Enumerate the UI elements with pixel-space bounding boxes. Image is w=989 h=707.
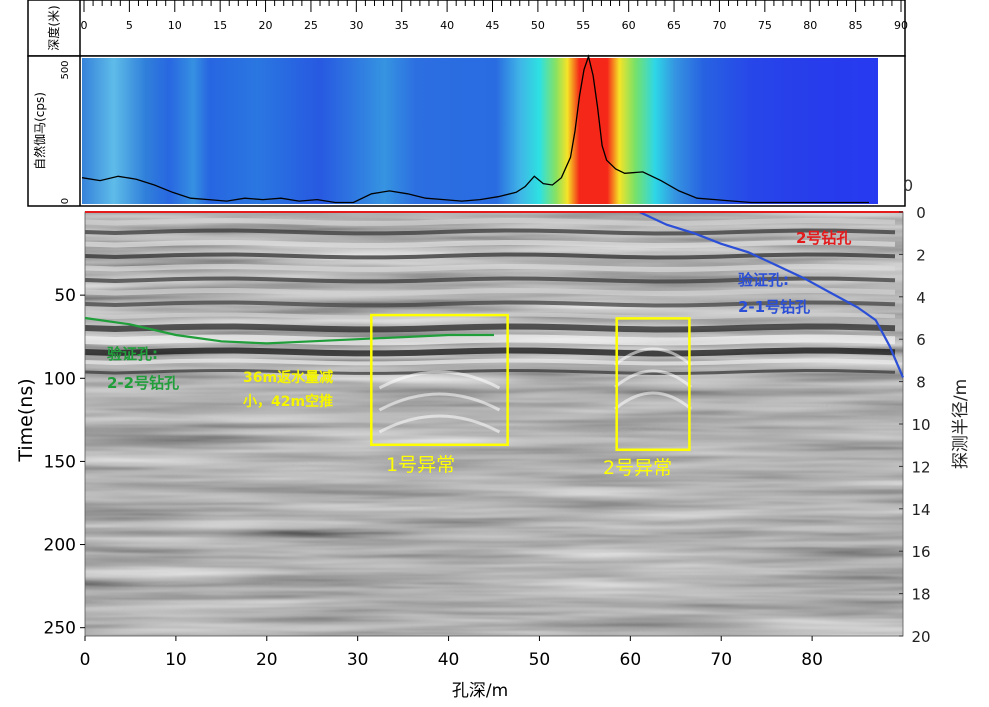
- reflection-band: [84, 323, 896, 333]
- anomaly-box-2: [615, 317, 691, 452]
- y2-axis-label: 探测半径/m: [951, 379, 971, 469]
- depth-tick-label: 55: [576, 19, 590, 32]
- y2-tick-label: 14: [911, 501, 930, 519]
- y2-tick-label: 0: [916, 204, 926, 222]
- x-tick-label: 50: [529, 650, 551, 670]
- y2-tick-label: 16: [911, 543, 930, 561]
- reflection-band: [84, 240, 896, 248]
- gamma-panel: 自然伽马(cps) 500 0 0: [27, 54, 913, 207]
- x-tick-label: 0: [80, 650, 91, 670]
- gamma-ymax-label: 500: [60, 60, 71, 79]
- reflection-band: [84, 276, 896, 284]
- reflection-band: [84, 358, 896, 366]
- y2-tick-label: 12: [911, 458, 930, 476]
- depth-tick-label: 75: [758, 19, 772, 32]
- depth-tick-label: 10: [168, 19, 182, 32]
- depth-tick-label: 40: [440, 19, 454, 32]
- y2-tick-label: 8: [916, 374, 926, 392]
- y2-tick-label: 20: [911, 628, 930, 646]
- reflection-band: [84, 288, 896, 296]
- depth-header-frame: [27, 0, 906, 57]
- reflection-band: [84, 300, 896, 308]
- series-line-0: [84, 316, 494, 345]
- anomaly-2-label: 2号异常: [603, 457, 672, 479]
- reflection-band: [84, 369, 896, 375]
- depth-tick-label: 70: [712, 19, 726, 32]
- anomaly-2-hyperbola: [614, 347, 693, 411]
- depth-tick-label: 45: [486, 19, 500, 32]
- depth-header: 深度(米) 0 5 10 15 20 25 30 35 40 45 50 55 60 65 70 75 80 85…: [27, 0, 908, 57]
- hole-21-label-line1: 验证孔:: [738, 271, 789, 289]
- radar-reflection-bands: [84, 218, 896, 375]
- depth-tick-label: 5: [126, 19, 133, 32]
- depth-tick-label: 30: [349, 19, 363, 32]
- series-line-1: [638, 211, 905, 378]
- anomaly-boxes: [370, 313, 691, 452]
- depth-tick-label: 15: [213, 19, 227, 32]
- depth-tick-label: 80: [803, 19, 817, 32]
- reflection-band: [84, 334, 896, 346]
- hole-22-label-line2: 2-2号钻孔: [107, 374, 179, 392]
- radar-texture: [85, 212, 903, 636]
- y2-tick-label: 10: [911, 416, 930, 434]
- x-tick-label: 40: [438, 650, 460, 670]
- x-tick-label: 30: [347, 650, 369, 670]
- gamma-curve: [81, 54, 869, 204]
- gamma-right-label: 0: [903, 176, 913, 195]
- radar-panel: [84, 211, 905, 637]
- anomaly-1-label: 1号异常: [386, 454, 455, 476]
- x-tick-label: 10: [165, 650, 187, 670]
- reflection-band: [84, 264, 896, 272]
- anomaly-1-hyperbola: [378, 370, 501, 434]
- reflection-band: [84, 347, 896, 357]
- gamma-colormap: [82, 58, 878, 204]
- depth-tick-label: 50: [531, 19, 545, 32]
- reflection-band: [84, 218, 896, 226]
- y-tick-label: 150: [44, 452, 76, 472]
- depth-ticks: 0 5 10 15 20 25 30 35 40 45 50 55 60 65 70 75 80 85 90: [81, 0, 908, 32]
- note-line1: 36m返水量减: [243, 369, 333, 386]
- y2-tick-label: 4: [916, 289, 926, 307]
- depth-tick-label: 0: [81, 19, 88, 32]
- hole-21-label-line2: 2-1号钻孔: [738, 298, 810, 316]
- reflection-band: [84, 252, 896, 260]
- x-tick-label: 20: [256, 650, 278, 670]
- y-tick-label: 250: [44, 619, 76, 639]
- reflection-band: [84, 228, 896, 236]
- y2-tick-label: 6: [916, 331, 926, 349]
- depth-tick-label: 60: [622, 19, 636, 32]
- anomaly-box-1: [370, 313, 509, 447]
- y-axis: 50 100 150 200 250: [44, 286, 85, 639]
- hole-2-label: 2号钻孔: [796, 229, 851, 247]
- y-tick-label: 200: [44, 536, 76, 556]
- x-axis-label: 孔深/m: [452, 681, 508, 701]
- depth-tick-label: 20: [259, 19, 273, 32]
- y-axis-label: Time(ns): [15, 378, 37, 462]
- y2-tick-label: 18: [911, 586, 930, 604]
- depth-tick-label: 65: [667, 19, 681, 32]
- hole-22-label-line1: 验证孔:: [107, 345, 158, 363]
- depth-tick-label: 85: [849, 19, 863, 32]
- depth-label: 深度(米): [46, 5, 61, 50]
- gamma-ymin-label: 0: [60, 198, 71, 204]
- depth-tick-label: 35: [395, 19, 409, 32]
- depth-tick-label: 90: [894, 19, 908, 32]
- y2-tick-label: 2: [916, 246, 926, 264]
- x-axis: 0 10 20 30 40 50 60 70 80: [80, 636, 823, 670]
- y2-axis: 0 2 4 6 8 10 12 14 16 18 20: [899, 204, 931, 646]
- depth-tick-label: 25: [304, 19, 318, 32]
- y-tick-label: 100: [44, 369, 76, 389]
- gamma-colormap-shading: [82, 58, 878, 204]
- x-tick-label: 70: [710, 650, 732, 670]
- note-line2: 小，42m空推: [243, 393, 333, 410]
- x-tick-label: 80: [801, 650, 823, 670]
- radar-series: [84, 211, 905, 378]
- gamma-ylabel: 自然伽马(cps): [32, 92, 47, 170]
- y-tick-label: 50: [54, 286, 76, 306]
- x-tick-label: 60: [620, 650, 642, 670]
